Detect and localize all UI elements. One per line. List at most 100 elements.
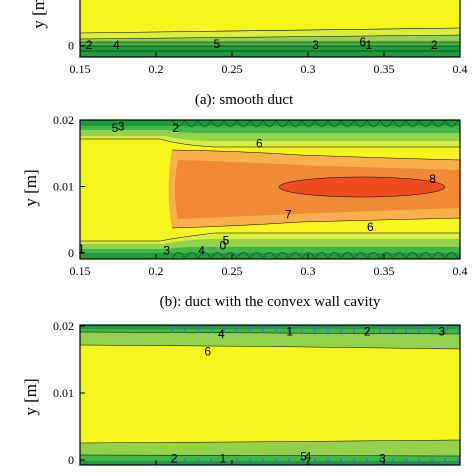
contour-label: 3 <box>438 324 445 338</box>
panel-a-y-axis-title: y [m] <box>29 0 48 29</box>
y-tick-label: 0.01 <box>53 180 74 194</box>
contour-label: 6 <box>367 220 374 234</box>
wall-cavity-bottom <box>223 252 238 259</box>
wall-cavity-bottom <box>327 252 342 259</box>
wall-cavity-top <box>288 120 303 127</box>
contour-label: 2 <box>431 38 438 52</box>
y-tick-label: 0 <box>68 246 74 260</box>
wall-cavity-top <box>366 120 381 127</box>
wall-cavity-top <box>379 120 394 127</box>
contour-label: 5 <box>300 450 307 464</box>
wall-cavity-bottom <box>392 252 407 259</box>
contour-label: 0 <box>220 239 227 253</box>
wall-cavity-top <box>197 120 212 127</box>
wall-cavity-top <box>405 120 420 127</box>
panel-b-y-ticks: 0 0.01 0.02 <box>53 113 85 260</box>
wall-cavity-bottom <box>340 252 355 259</box>
wall-cavity-bottom <box>379 252 394 259</box>
contour-label: 6 <box>256 136 263 150</box>
panel-b-caption: (b): duct with the convex wall cavity <box>160 294 381 310</box>
contour-label: 3 <box>312 38 319 52</box>
panel-c-contour-line <box>80 439 460 444</box>
x-tick-label: 0.15 <box>70 62 91 76</box>
wall-cavity-bottom <box>314 252 329 259</box>
panel-b-contour-line <box>80 138 460 148</box>
contour-label: 5 <box>223 233 230 247</box>
contour-label: 3 <box>118 120 125 134</box>
wall-cavity-bottom <box>444 252 459 259</box>
panel-b-contour-line <box>171 149 460 161</box>
x-tick-label: 0.35 <box>374 264 395 278</box>
wall-cavity-bottom <box>275 252 290 259</box>
contour-label: 2 <box>172 121 179 135</box>
panel-c-y-axis-title: y [m] <box>21 378 40 415</box>
wall-cavity-top <box>249 120 264 127</box>
wall-cavity-top <box>262 120 277 127</box>
panel-b-y-axis-title: y [m] <box>21 169 40 206</box>
contour-label: 6 <box>204 344 211 358</box>
panel-c-contour-line <box>80 454 460 457</box>
panel-c-contour-line <box>80 331 460 335</box>
wall-cavity-bottom <box>210 252 225 259</box>
panel-c-contour-line <box>80 344 460 350</box>
panel-a-band-outer-green <box>80 46 460 57</box>
panel-b-frame <box>79 119 461 260</box>
wall-cavity-top <box>314 120 329 127</box>
panel-c-y-ticks: 0 0.01 0.02 <box>53 319 85 467</box>
wall-cavity-bottom <box>236 252 251 259</box>
wall-cavity-top <box>444 120 459 127</box>
panel-c-band-yellow <box>80 345 460 443</box>
x-tick-label: 0.2 <box>149 264 164 278</box>
contour-label: 1 <box>220 452 227 466</box>
wall-cavity-top <box>223 120 238 127</box>
wall-cavity-top <box>353 120 368 127</box>
wall-cavity-bottom <box>262 252 277 259</box>
wall-cavity-top <box>418 120 433 127</box>
panel-b-plot <box>80 120 460 259</box>
panel-b-core-red-orange <box>278 176 446 198</box>
y-tick-label: 0.01 <box>53 386 74 400</box>
x-tick-label: 0.4 <box>453 62 468 76</box>
contour-label: 2 <box>171 452 178 466</box>
wall-cavity-top <box>275 120 290 127</box>
contour-label: 3 <box>379 452 386 466</box>
contour-label: 4 <box>305 450 312 464</box>
contour-label: 7 <box>285 207 292 221</box>
wall-cavity-top <box>431 120 446 127</box>
wall-cavity-bottom <box>431 252 446 259</box>
wall-cavity-bottom <box>353 252 368 259</box>
x-tick-label: 0.3 <box>301 62 316 76</box>
wall-cavity-bottom <box>418 252 433 259</box>
contour-label: 2 <box>86 38 93 52</box>
wall-cavity-bottom <box>197 252 212 259</box>
x-tick-label: 0.3 <box>301 264 316 278</box>
contour-label: 1 <box>286 324 293 338</box>
panel-b-contour-line <box>171 217 460 229</box>
wall-cavity-top <box>327 120 342 127</box>
panel-b-x-ticks: 0.15 0.2 0.25 0.3 0.35 0.4 <box>70 254 468 278</box>
x-tick-label: 0.35 <box>374 62 395 76</box>
panel-c-frame <box>79 324 461 466</box>
panel-c-wall-ribs <box>171 325 459 465</box>
contour-label: 4 <box>198 243 205 257</box>
wall-cavity-top <box>340 120 355 127</box>
x-tick-label: 0.25 <box>222 62 243 76</box>
contour-label: 1 <box>78 242 85 256</box>
x-tick-label: 0.2 <box>149 62 164 76</box>
contour-label: 6 <box>359 35 366 49</box>
contour-label: 4 <box>113 38 120 52</box>
contour-label: 5 <box>213 37 220 51</box>
contour-label: 2 <box>364 324 371 338</box>
panel-a-contour-line <box>80 34 460 40</box>
wall-cavity-bottom <box>249 252 264 259</box>
panel-a-frame <box>79 0 461 58</box>
panel-c-plot <box>80 325 460 465</box>
wall-cavity-bottom <box>288 252 303 259</box>
wall-cavity-bottom <box>366 252 381 259</box>
contour-label: 5 <box>112 121 119 135</box>
